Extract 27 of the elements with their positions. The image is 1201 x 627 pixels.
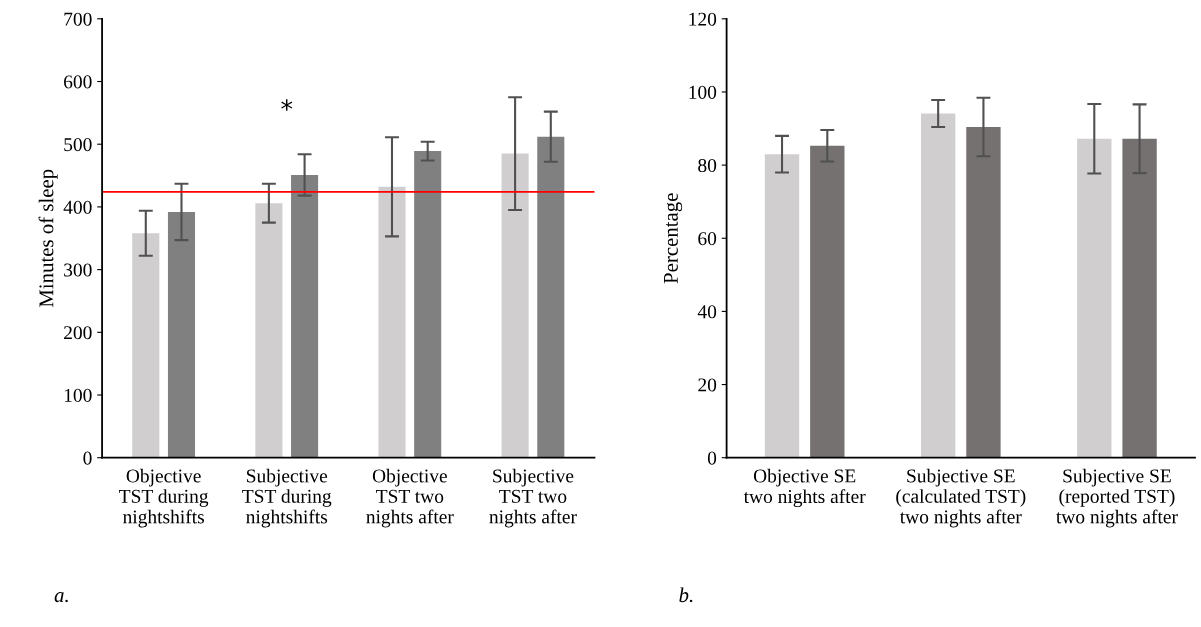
y-tick-label: 100 (689, 85, 717, 99)
y-tick-label: 80 (698, 158, 717, 173)
y-axis-title: Percentage (664, 193, 683, 284)
y-axis-title: Minutes of sleep (38, 169, 58, 308)
x-tick-label: Objective SE two nights after (743, 468, 866, 508)
x-tick-label: Subjective SE (calculated TST) two nights after (896, 468, 1026, 528)
x-tick-label: Subjective SE (reported TST) two nights after (1056, 468, 1178, 528)
y-tick-label: 60 (698, 232, 717, 246)
annotation: * (281, 99, 293, 111)
y-tick-label: 200 (64, 326, 92, 340)
x-tick-label: Subjective TST two nights after (489, 468, 577, 528)
x-tick-label: Objective TST two nights after (366, 468, 454, 528)
text: b. (679, 587, 693, 603)
y-tick-label: 20 (698, 378, 717, 392)
y-tick-label: 0 (83, 451, 92, 465)
y-tick-label: 100 (64, 388, 92, 402)
y-tick-label: 0 (707, 451, 717, 465)
y-tick-label: 700 (64, 12, 92, 26)
text: a. (54, 592, 68, 603)
x-tick-label: Objective TST during nightshifts (119, 468, 209, 528)
y-tick-label: 600 (64, 75, 92, 89)
y-tick-label: 400 (63, 200, 92, 214)
x-tick-label: Subjective TST during nightshifts (242, 468, 332, 528)
y-tick-label: 500 (64, 138, 92, 152)
y-tick-label: 40 (697, 305, 717, 319)
y-tick-label: 120 (689, 12, 717, 26)
y-tick-label: 300 (64, 263, 92, 277)
